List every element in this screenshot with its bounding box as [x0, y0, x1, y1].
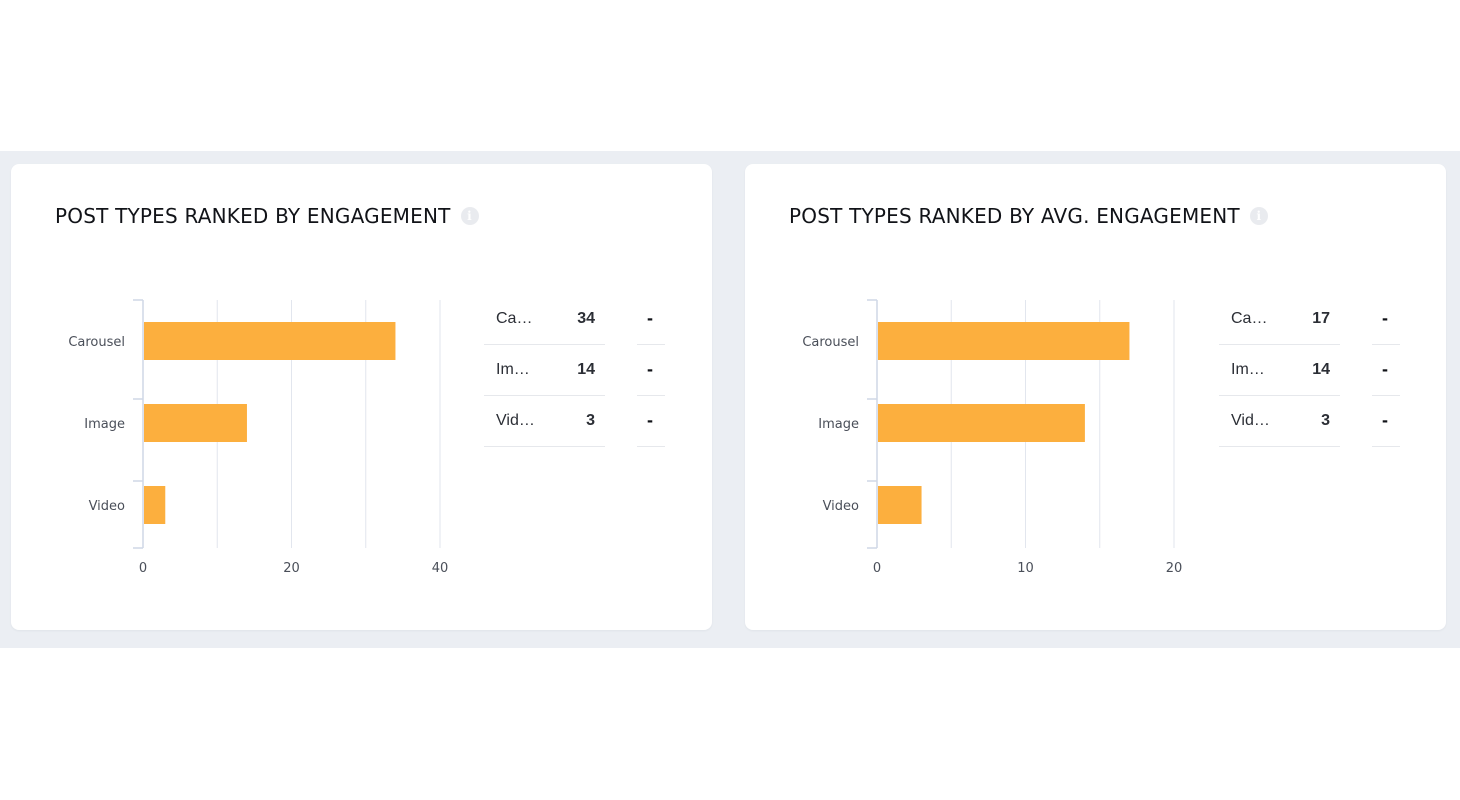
category-label: Video	[89, 499, 125, 514]
info-circle-icon[interactable]: i	[1249, 206, 1268, 225]
category-label: Carousel	[68, 335, 125, 350]
legend-name-cell: Ca… 34	[484, 294, 605, 345]
legend-series-name: Im…	[496, 361, 530, 378]
legend-name-cell: Ca… 17	[1219, 294, 1340, 345]
card-title-text: POST TYPES RANKED BY ENGAGEMENT	[55, 204, 451, 228]
legend-change-cell: -	[637, 396, 665, 447]
legend-series-value: 3	[1321, 412, 1330, 429]
legend-change-value: -	[1382, 359, 1388, 379]
legend-series-value: 3	[586, 412, 595, 429]
legend-name-cell: Vid… 3	[1219, 396, 1340, 447]
x-tick-label: 0	[873, 561, 881, 576]
card-title: POST TYPES RANKED BY ENGAGEMENT i	[55, 204, 479, 228]
legend-name-cell: Im… 14	[1219, 345, 1340, 396]
bar-carousel	[878, 322, 1130, 360]
legend-change-cell: -	[1372, 294, 1400, 345]
legend-change-value: -	[647, 308, 653, 328]
bar-video	[144, 486, 166, 524]
legend-change-cell: -	[637, 345, 665, 396]
bar-video	[878, 486, 922, 524]
card-title-text: POST TYPES RANKED BY AVG. ENGAGEMENT	[789, 204, 1240, 228]
x-tick-label: 40	[432, 561, 449, 576]
legend-series-name: Ca…	[1231, 310, 1268, 327]
engagement-card: POST TYPES RANKED BY ENGAGEMENT i Carouse…	[11, 164, 712, 630]
x-tick-label: 10	[1017, 561, 1034, 576]
legend-series-name: Im…	[1231, 361, 1265, 378]
legend-change-value: -	[1382, 308, 1388, 328]
legend-change-cell: -	[1372, 345, 1400, 396]
legend-name-cell: Vid… 3	[484, 396, 605, 447]
legend-series-value: 34	[577, 310, 595, 327]
legend-change-value: -	[647, 410, 653, 430]
info-circle-icon[interactable]: i	[460, 206, 479, 225]
bar-image	[878, 404, 1085, 442]
engagement-bar-chart: Carousel Image Video 0 20 40	[68, 299, 449, 576]
legend-series-name: Ca…	[496, 310, 533, 327]
legend-series-value: 14	[1312, 361, 1330, 378]
legend-series-name: Vid…	[1231, 412, 1270, 429]
x-tick-label: 20	[1166, 561, 1183, 576]
card-title: POST TYPES RANKED BY AVG. ENGAGEMENT i	[789, 204, 1268, 228]
avg-engagement-card: POST TYPES RANKED BY AVG. ENGAGEMENT i Ca…	[745, 164, 1446, 630]
legend-series-value: 14	[577, 361, 595, 378]
bar-image	[144, 404, 247, 442]
legend-change-cell: -	[1372, 396, 1400, 447]
legend-change-cell: -	[637, 294, 665, 345]
legend-change-value: -	[647, 359, 653, 379]
legend-name-cell: Im… 14	[484, 345, 605, 396]
legend-series-name: Vid…	[496, 412, 535, 429]
legend-series-value: 17	[1312, 310, 1330, 327]
category-label: Image	[84, 417, 125, 432]
x-tick-label: 0	[139, 561, 147, 576]
x-tick-label: 20	[283, 561, 300, 576]
bar-carousel	[144, 322, 396, 360]
avg-engagement-bar-chart: Carousel Image Video 0 10 20	[802, 299, 1183, 576]
category-label: Carousel	[802, 335, 859, 350]
category-label: Video	[823, 499, 859, 514]
category-label: Image	[818, 417, 859, 432]
legend-change-value: -	[1382, 410, 1388, 430]
